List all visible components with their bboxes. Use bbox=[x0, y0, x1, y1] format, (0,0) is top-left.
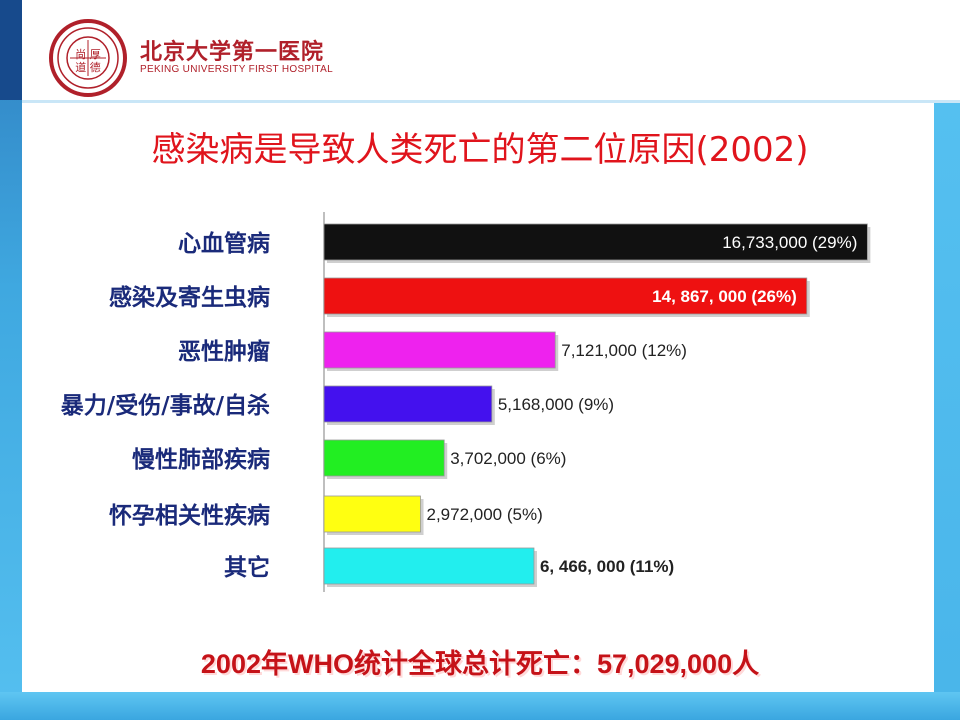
bar bbox=[323, 385, 493, 423]
seal-inner-text: 尚 厚 道 德 bbox=[75, 48, 101, 74]
left-frame-band bbox=[0, 0, 22, 720]
bar bbox=[323, 495, 421, 533]
slide-title: 感染病是导致人类死亡的第二位原因(2002) bbox=[151, 130, 809, 170]
bottom-frame-band bbox=[0, 692, 960, 720]
category-label: 心血管病 bbox=[178, 230, 270, 257]
bar bbox=[323, 223, 868, 261]
who-total-deaths-note: 2002年WHO统计全球总计死亡：57,029,000人 bbox=[200, 649, 760, 679]
data-label: 7,121,000 (12%) bbox=[561, 341, 687, 360]
category-label: 其它 bbox=[224, 554, 270, 581]
bar bbox=[323, 277, 808, 315]
data-label: 6, 466, 000 (11%) bbox=[540, 557, 674, 576]
right-frame-band bbox=[934, 100, 960, 720]
hospital-logo-text: 北京大学第一医院 PEKING UNIVERSITY FIRST HOSPITA… bbox=[140, 40, 333, 76]
bar bbox=[323, 439, 445, 477]
university-seal-logo bbox=[49, 19, 127, 97]
slide-header bbox=[22, 0, 960, 103]
data-label: 5,168,000 (9%) bbox=[498, 395, 614, 414]
data-label: 16,733,000 (29%) bbox=[722, 233, 857, 252]
hospital-name-cn: 北京大学第一医院 bbox=[140, 39, 325, 65]
bar bbox=[323, 331, 556, 369]
category-label: 暴力/受伤/事故/自杀 bbox=[61, 392, 270, 419]
data-label: 2,972,000 (5%) bbox=[427, 505, 543, 524]
header-left-band bbox=[0, 0, 22, 100]
category-label: 恶性肿瘤 bbox=[178, 338, 270, 365]
data-label: 14, 867, 000 (26%) bbox=[652, 287, 797, 306]
category-label: 怀孕相关性疾病 bbox=[109, 502, 270, 529]
bar bbox=[323, 547, 535, 585]
data-label: 3,702,000 (6%) bbox=[450, 449, 566, 468]
hospital-name-en: PEKING UNIVERSITY FIRST HOSPITAL bbox=[140, 64, 333, 75]
category-label: 慢性肺部疾病 bbox=[132, 446, 270, 473]
category-label: 感染及寄生虫病 bbox=[109, 284, 270, 311]
